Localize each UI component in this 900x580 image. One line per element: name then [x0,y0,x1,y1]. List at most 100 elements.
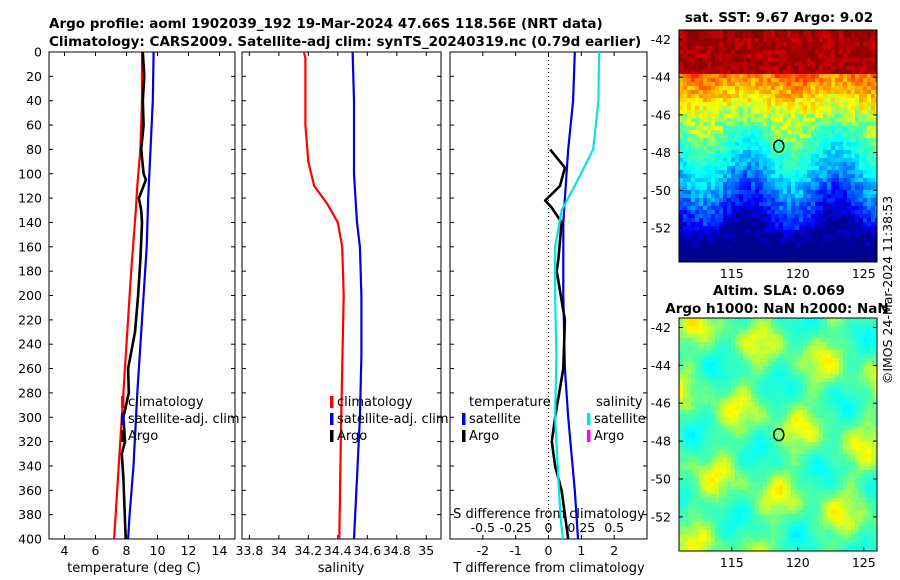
map-cell [855,234,860,239]
map-cell [799,226,804,231]
map-cell [679,434,684,439]
map-cell [851,170,856,175]
map-cell [819,214,824,219]
map-cell [771,374,776,379]
map-cell [835,354,840,359]
map-cell [855,110,860,115]
map-cell [867,34,872,39]
x-tick-label: 34 [271,543,287,558]
map-cell [751,322,756,327]
map-cell [751,46,756,51]
map-cell [863,410,868,415]
map-cell [799,322,804,327]
map-cell [759,458,764,463]
map-cell [851,82,856,87]
map-cell [679,350,684,355]
map-cell [827,366,832,371]
map-cell [751,42,756,47]
map-cell [835,62,840,67]
map-cell [815,38,820,43]
map-cell [695,338,700,343]
map-cell [775,126,780,131]
map-cell [755,458,760,463]
map-cell [831,206,836,211]
map-cell [847,246,852,251]
map-cell [683,46,688,51]
map-cell [855,154,860,159]
map-cell [727,70,732,75]
map-cell [815,254,820,259]
map-cell [823,206,828,211]
map-cell [747,190,752,195]
map-cell [691,238,696,243]
map-cell [783,62,788,67]
map-cell [767,374,772,379]
map-cell [843,178,848,183]
map-cell [695,334,700,339]
map-cell [787,138,792,143]
map-cell [731,86,736,91]
map-cell [767,418,772,423]
map-cell [811,134,816,139]
map-cell [863,226,868,231]
map-cell [711,390,716,395]
map-cell [679,242,684,247]
map-cell [839,154,844,159]
map-cell [767,318,772,323]
map-cell [739,258,744,263]
map-cell [803,158,808,163]
map-cell [755,222,760,227]
map-cell [799,38,804,43]
map-cell [715,378,720,383]
map-cell [815,418,820,423]
map-cell [819,146,824,151]
map-cell [871,430,876,435]
map-cell [751,454,756,459]
map-cell [859,322,864,327]
map-cell [763,430,768,435]
map-cell [863,30,868,35]
map-cell [703,38,708,43]
map-cell [683,70,688,75]
map-cell [771,170,776,175]
map-cell [775,74,780,79]
map-cell [819,422,824,427]
legend-label: satellite [469,412,521,427]
map-cell [727,454,732,459]
map-cell [687,210,692,215]
map-cell [847,342,852,347]
map-cell [703,434,708,439]
map-cell [791,346,796,351]
map-cell [695,342,700,347]
map-cell [871,42,876,47]
map-cell [831,402,836,407]
map-cell [783,206,788,211]
map-cell [787,254,792,259]
map-cell [683,362,688,367]
map-cell [863,66,868,71]
map-cell [767,442,772,447]
map-cell [735,330,740,335]
map-cell [751,378,756,383]
map-cell [855,446,860,451]
map-cell [859,350,864,355]
map-cell [755,338,760,343]
map-cell [683,62,688,67]
map-cell [759,406,764,411]
map-cell [779,98,784,103]
map-cell [875,138,878,143]
map-cell [799,414,804,419]
map-cell [703,366,708,371]
map-cell [791,254,796,259]
map-cell [759,78,764,83]
map-cell [807,70,812,75]
map-cell [707,202,712,207]
map-cell [707,438,712,443]
map-cell [715,222,720,227]
map-cell [739,126,744,131]
map-cell [871,370,876,375]
map-cell [859,346,864,351]
map-cell [851,230,856,235]
map-cell [863,186,868,191]
map-cell [787,34,792,39]
